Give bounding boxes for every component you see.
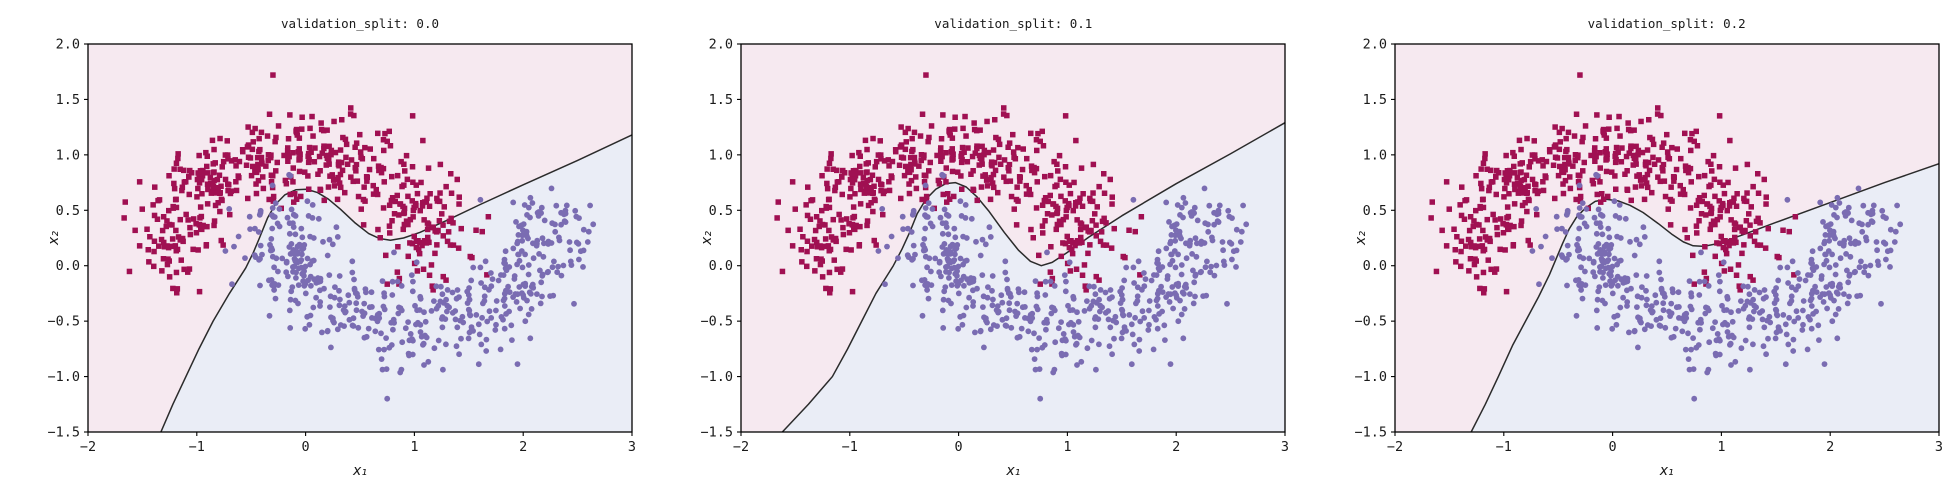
x-tick-label: −1 — [1495, 439, 1511, 455]
y-tick-label: 0.0 — [56, 258, 80, 274]
plot-canvas-2: −2 −1 0 1 2 3 −1.5 −1.0 −0.5 0.0 0.5 1.0 1.5 2.0 — [1354, 36, 1943, 455]
tick-marks — [737, 43, 1286, 436]
y-tick-label: −1.5 — [701, 425, 733, 441]
y-tick-label: −1.0 — [48, 369, 80, 385]
y-tick-label: −0.5 — [48, 314, 80, 330]
x-tick-label: 3 — [1281, 439, 1289, 455]
decision-region-class1 — [782, 122, 1286, 432]
tick-marks — [83, 43, 633, 436]
axes-frame — [1394, 43, 1940, 433]
x-tick-label: 3 — [1935, 439, 1943, 455]
x-tick-label: −2 — [733, 439, 749, 455]
y-tick-label: 1.5 — [56, 92, 80, 108]
y-tick-label: −1.5 — [48, 425, 80, 441]
y-tick-label: −0.5 — [701, 314, 733, 330]
y-tick-label: 1.5 — [709, 92, 733, 108]
x-axis-label-2: x₁ — [1659, 463, 1674, 479]
axes-frame — [740, 43, 1286, 433]
y-tick-label: 1.0 — [709, 147, 733, 163]
y-tick-label: 1.0 — [1362, 147, 1386, 163]
y-tick-label: 0.5 — [709, 203, 733, 219]
y-tick-label: 1.5 — [1362, 92, 1386, 108]
plot-canvas-1: −2 −1 0 1 2 3 −1.5 −1.0 −0.5 0.0 0.5 1.0 1.5 2.0 — [701, 36, 1290, 455]
x-tick-label: 0 — [955, 439, 963, 455]
y-tick-label: 2.0 — [709, 36, 733, 52]
y-tick-label: −1.5 — [1354, 425, 1386, 441]
subplot-validation-split-0.2: −2 −1 0 1 2 3 −1.5 −1.0 −0.5 0.0 0.5 1.0 1.5 2.0 vali… — [1307, 0, 1960, 500]
plot-title-2: validation_split: 0.2 — [1587, 16, 1746, 31]
plot-area — [741, 44, 1286, 432]
y-axis-label-2: x₂ — [1352, 231, 1369, 245]
x-tick-label: 1 — [1717, 439, 1725, 455]
tick-labels: −2 −1 0 1 2 3 −1.5 −1.0 −0.5 0.0 0.5 1.0 1.5 2.0 — [48, 36, 637, 455]
tick-labels: −2 −1 0 1 2 3 −1.5 −1.0 −0.5 0.0 0.5 1.0 1.5 2.0 — [1354, 36, 1943, 455]
y-tick-label: 0.0 — [1362, 258, 1386, 274]
plot-title-0: validation_split: 0.0 — [280, 16, 440, 31]
x-tick-label: 1 — [410, 439, 418, 455]
subplot-validation-split-0.0: −2 −1 0 1 2 3 −1.5 −1.0 −0.5 0.0 0.5 1.0 1.5 2.0 vali… — [0, 0, 653, 500]
subplot-validation-split-0.1: −2 −1 0 1 2 3 −1.5 −1.0 −0.5 0.0 0.5 1.0 1.5 2.0 vali… — [653, 0, 1306, 500]
x-tick-label: 3 — [628, 439, 636, 455]
x-tick-label: −1 — [842, 439, 858, 455]
y-tick-label: 0.5 — [56, 203, 80, 219]
x-axis-label-1: x₁ — [1006, 463, 1021, 479]
y-tick-label: −0.5 — [1354, 314, 1386, 330]
y-axis-label-0: x₂ — [46, 231, 62, 245]
class-0-points — [1428, 72, 1798, 296]
x-tick-label: −2 — [80, 439, 96, 455]
class-1-points — [1529, 171, 1903, 402]
class-0-points — [121, 72, 492, 296]
class-0-points — [774, 72, 1145, 296]
y-tick-label: 2.0 — [56, 36, 80, 52]
x-tick-label: −2 — [1387, 439, 1403, 455]
x-tick-label: −1 — [189, 439, 205, 455]
tick-marks — [1390, 43, 1940, 436]
plot-area — [1394, 44, 1939, 432]
y-axis-label-1: x₂ — [699, 231, 716, 245]
tick-labels: −2 −1 0 1 2 3 −1.5 −1.0 −0.5 0.0 0.5 1.0 1.5 2.0 — [701, 36, 1290, 455]
y-tick-label: 2.0 — [1362, 36, 1386, 52]
plot-canvas-0: −2 −1 0 1 2 3 −1.5 −1.0 −0.5 0.0 0.5 1.0 1.5 2.0 — [48, 36, 637, 455]
x-tick-label: 1 — [1064, 439, 1072, 455]
y-tick-label: −1.0 — [701, 369, 733, 385]
y-tick-label: 0.5 — [1362, 203, 1386, 219]
class-1-points — [875, 171, 1250, 402]
y-tick-label: 0.0 — [709, 258, 733, 274]
x-axis-label-0: x₁ — [353, 463, 367, 479]
y-tick-label: 1.0 — [56, 147, 80, 163]
x-tick-label: 0 — [1608, 439, 1616, 455]
x-tick-label: 0 — [302, 439, 310, 455]
x-tick-label: 2 — [519, 439, 527, 455]
x-tick-label: 2 — [1826, 439, 1834, 455]
plot-title-1: validation_split: 0.1 — [934, 16, 1093, 31]
axes-frame — [87, 43, 633, 433]
class-1-points — [222, 171, 597, 402]
plot-area — [87, 44, 632, 432]
x-tick-label: 2 — [1172, 439, 1180, 455]
y-tick-label: −1.0 — [1354, 369, 1386, 385]
